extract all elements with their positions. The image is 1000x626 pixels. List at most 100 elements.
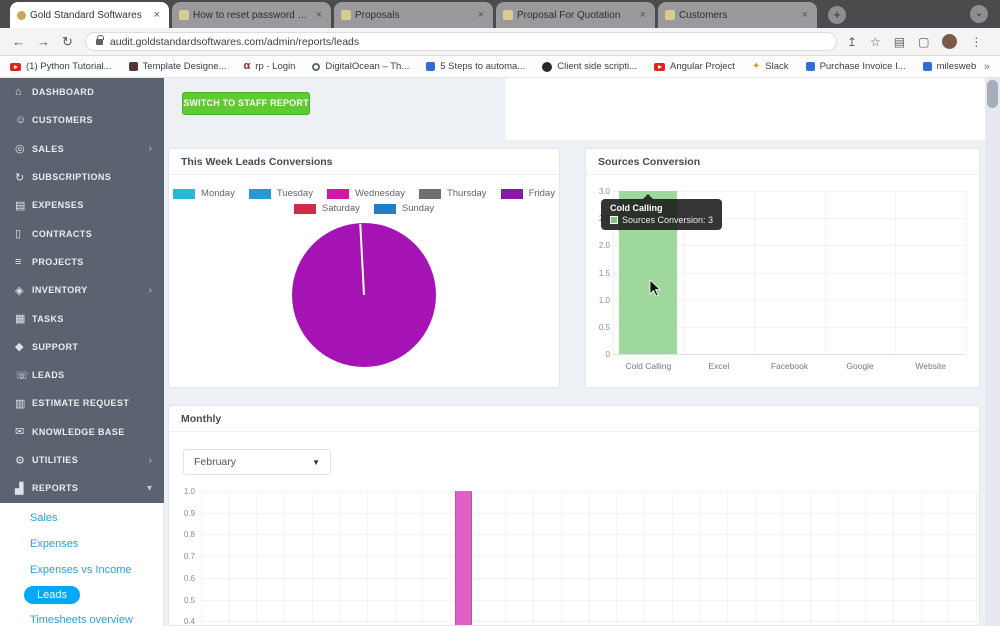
bookmark-item[interactable]: milesweb: [922, 61, 976, 72]
profile-avatar[interactable]: [942, 34, 958, 49]
tab-close-icon[interactable]: ×: [801, 9, 808, 21]
address-bar[interactable]: audit.goldstandardsoftwares.com/admin/re…: [84, 32, 837, 51]
submenu-item-expenses[interactable]: Expenses: [30, 538, 79, 550]
app-page: ⌂ DASHBOARD ☺ CUSTOMERS ◎ SALES › ↻ SUBSCRIPTION…: [0, 78, 1000, 626]
submenu-item-sales[interactable]: Sales: [30, 512, 58, 524]
legend-item[interactable]: Tuesday: [248, 188, 313, 199]
sidebar-item-label: UTILITIES: [32, 455, 79, 465]
knowledge-icon: ✉: [15, 426, 25, 439]
legend-item[interactable]: Sunday: [373, 203, 434, 214]
sidebar-item-subscriptions[interactable]: ↻ SUBSCRIPTIONS: [0, 163, 164, 191]
submenu-item-expenses-vs-income[interactable]: Expenses vs Income: [30, 564, 132, 576]
legend-item[interactable]: Wednesday: [326, 188, 405, 199]
page-scrollbar[interactable]: [985, 78, 1000, 626]
tab-close-icon[interactable]: ×: [153, 9, 160, 21]
sidebar-item-projects[interactable]: ≡ PROJECTS: [0, 248, 164, 276]
sidebar-item-label: CUSTOMERS: [32, 115, 93, 126]
sidebar-item-utilities[interactable]: ⚙ UTILITIES ›: [0, 446, 164, 474]
browser-tab[interactable]: How to reset password in linux ×: [172, 2, 331, 28]
gridline-horizontal: [613, 299, 966, 301]
gridline-vertical: [477, 491, 479, 625]
bookmarks-overflow-icon[interactable]: »: [983, 60, 990, 73]
bookmark-label: Purchase Invoice I...: [819, 61, 906, 72]
bookmark-item[interactable]: (1) Python Tutorial...: [10, 61, 112, 72]
browser-tab[interactable]: Customers ×: [658, 2, 817, 28]
month-select[interactable]: February ▼: [183, 449, 331, 475]
url-text[interactable]: audit.goldstandardsoftwares.com/admin/re…: [109, 35, 360, 48]
bookmark-item[interactable]: DigitalOcean – Th...: [312, 61, 409, 72]
sidebar-item-tasks[interactable]: ▦ TASKS: [0, 304, 164, 332]
tab-close-icon[interactable]: ×: [315, 9, 322, 21]
sidebar-item-dashboard[interactable]: ⌂ DASHBOARD: [0, 78, 164, 106]
sales-icon: ◎: [15, 143, 25, 156]
extension-icon[interactable]: ▤: [893, 34, 906, 49]
legend-row: Saturday Sunday: [287, 203, 441, 214]
month-select-value: February: [194, 456, 237, 468]
submenu-item-timesheets-overview[interactable]: Timesheets overview: [30, 614, 133, 626]
gridline-horizontal: [613, 191, 966, 192]
dark-square-favicon-icon: [128, 62, 138, 71]
bookmark-star-icon[interactable]: ☆: [869, 34, 881, 49]
y-axis-tick-label: 0.5: [598, 322, 610, 332]
gridline-vertical: [311, 491, 313, 625]
gridline-vertical: [920, 491, 922, 625]
sidebar-item-label: SUBSCRIPTIONS: [32, 172, 112, 183]
y-axis-tick-label: 0.9: [183, 508, 195, 518]
monthly-bar-chart: 1.0 0.9 0.8 0.7 0.6 0.5 0.4: [169, 406, 979, 625]
chrome-menu-icon[interactable]: ⋮: [970, 34, 983, 49]
share-icon[interactable]: ↥: [846, 34, 857, 49]
forward-icon[interactable]: →: [37, 34, 50, 49]
bookmark-label: (1) Python Tutorial...: [26, 61, 112, 72]
back-icon[interactable]: ←: [12, 34, 25, 49]
y-axis-tick-label: 3.0: [598, 187, 610, 196]
sidebar-item-expenses[interactable]: ▤ EXPENSES: [0, 191, 164, 219]
reload-icon[interactable]: ↻: [62, 33, 73, 49]
bookmark-item[interactable]: 5 Steps to automa...: [426, 61, 525, 72]
submenu-item-leads[interactable]: Leads: [24, 586, 80, 604]
bookmark-item[interactable]: Angular Project: [653, 61, 735, 72]
bookmarks-bar: (1) Python Tutorial... Template Designe..…: [0, 56, 1000, 78]
pie-slice-friday: [292, 223, 436, 367]
bookmark-label: Template Designe...: [142, 61, 227, 72]
sidebar-item-knowledge-base[interactable]: ✉ KNOWLEDGE BASE: [0, 418, 164, 446]
sidebar-item-customers[interactable]: ☺ CUSTOMERS: [0, 106, 164, 134]
browser-tab[interactable]: Proposals ×: [334, 2, 493, 28]
bookmark-item[interactable]: Client side scripti...: [542, 61, 637, 72]
sidebar-reports-submenu: Sales Expenses Expenses vs Income Leads Time…: [0, 503, 164, 626]
legend-swatch: [248, 188, 271, 199]
pie-chart: [292, 223, 436, 367]
sidebar-item-sales[interactable]: ◎ SALES ›: [0, 135, 164, 163]
github-favicon-icon: [542, 61, 553, 72]
sidebar-item-estimate-request[interactable]: ▥ ESTIMATE REQUEST: [0, 389, 164, 417]
bookmark-item[interactable]: Purchase Invoice I...: [805, 61, 906, 72]
browser-tab[interactable]: Gold Standard Softwares ×: [10, 2, 169, 28]
legend-label: Saturday: [321, 203, 360, 214]
sidebar-item-support[interactable]: ◆ SUPPORT: [0, 333, 164, 361]
blue-doc-favicon-icon: [805, 62, 815, 71]
bookmark-item[interactable]: Template Designe...: [128, 61, 227, 72]
browser-tab[interactable]: Proposal For Quotation ×: [496, 2, 655, 28]
tab-close-icon[interactable]: ×: [639, 9, 646, 21]
sidebar-item-reports[interactable]: ▟ REPORTS ▾: [0, 474, 164, 502]
bookmark-item[interactable]: ✦ Slack: [752, 61, 789, 72]
sidebar-item-leads[interactable]: ☏ LEADS: [0, 361, 164, 389]
new-tab-button[interactable]: +: [828, 6, 846, 24]
lock-icon[interactable]: [95, 34, 104, 45]
scrollbar-thumb[interactable]: [987, 80, 998, 108]
tab-close-icon[interactable]: ×: [477, 9, 484, 21]
legend-swatch: [373, 203, 396, 214]
legend-item[interactable]: Thursday: [418, 188, 487, 199]
bookmark-item[interactable]: α rp - Login: [244, 61, 296, 73]
legend-label: Thursday: [446, 188, 487, 199]
tab-group-icon[interactable]: ▢: [918, 34, 930, 49]
sidebar-item-contracts[interactable]: ▯ CONTRACTS: [0, 219, 164, 247]
legend-item[interactable]: Friday: [500, 188, 555, 199]
legend-item[interactable]: Monday: [173, 188, 235, 199]
switch-to-staff-report-button[interactable]: SWITCH TO STAFF REPORT: [182, 92, 310, 115]
sidebar-item-inventory[interactable]: ◈ INVENTORY ›: [0, 276, 164, 304]
gridline-vertical: [683, 191, 685, 354]
tab-search-chevron-icon[interactable]: ⌄: [970, 5, 988, 23]
sidebar-item-label: PROJECTS: [32, 256, 84, 267]
legend-item[interactable]: Saturday: [293, 203, 360, 214]
youtube-favicon-icon: [10, 62, 21, 71]
